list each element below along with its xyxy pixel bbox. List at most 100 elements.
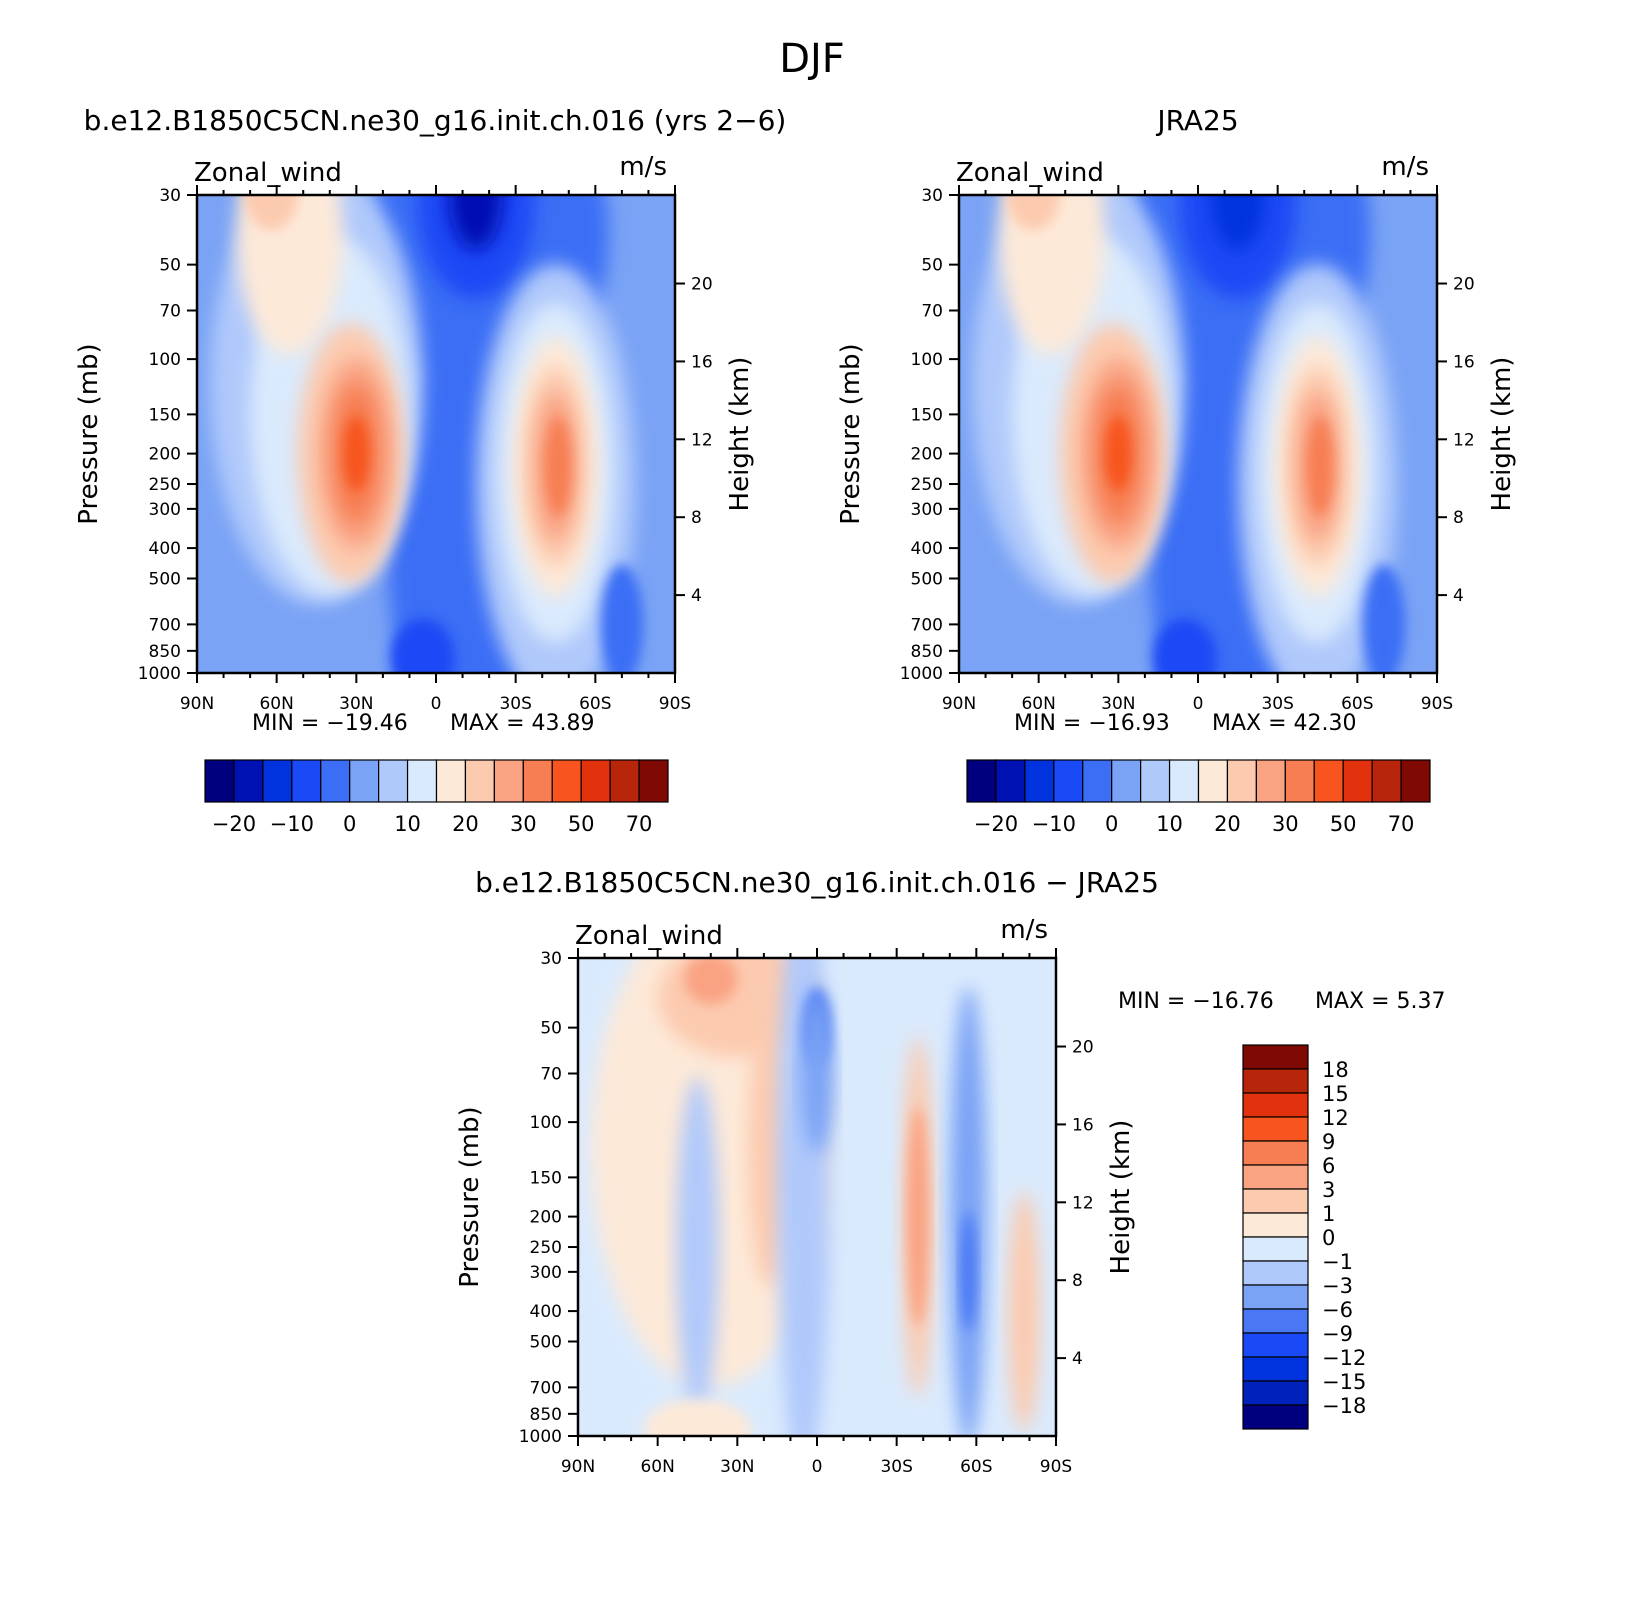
y-tick-label: 150 — [911, 405, 943, 425]
x-tick-label: 30S — [499, 694, 531, 714]
contour-polar-low — [1362, 564, 1406, 673]
colorbar-swatch — [291, 759, 322, 803]
colorbar-label: −9 — [1322, 1322, 1353, 1346]
colorbar-swatch — [1024, 759, 1055, 803]
variable-label: Zonal_wind — [575, 921, 723, 951]
colorbar-swatch — [262, 759, 293, 803]
y-tick-label: 400 — [149, 539, 181, 559]
contour-sh-jet-30 — [544, 416, 572, 517]
y-tick-label: 150 — [530, 1168, 562, 1188]
y-tick-label: 700 — [911, 615, 943, 635]
colorbar-label: 10 — [1156, 812, 1183, 836]
y-tick-label: 1000 — [900, 664, 943, 684]
colorbar-swatch — [1082, 759, 1113, 803]
units-label: m/s — [619, 152, 667, 182]
y-tick-label: 70 — [921, 302, 943, 322]
y-right-tick-label: 20 — [691, 275, 713, 295]
y-tick-label: 500 — [530, 1333, 562, 1353]
colorbar-swatch — [638, 759, 669, 803]
colorbar-swatch — [551, 759, 582, 803]
contour-easterly-core — [449, 195, 503, 250]
colorbar-swatch — [966, 759, 997, 803]
y-tick-label: 850 — [911, 642, 943, 662]
panel-diff: 90N 60N 30N 0 30S 60S 90S305070100150200250300… — [455, 866, 1446, 1477]
y-tick-label: 300 — [911, 500, 943, 520]
colorbar-swatch — [1053, 759, 1084, 803]
contour-nh-jet-core — [1105, 415, 1132, 492]
colorbar-label: 15 — [1322, 1082, 1349, 1106]
colorbar-swatch — [1242, 1284, 1309, 1310]
x-tick-label: 90S — [1040, 1457, 1072, 1477]
y-tick-label: 400 — [911, 539, 943, 559]
colorbar-swatch — [1111, 759, 1142, 803]
y-tick-label: 200 — [149, 445, 181, 465]
x-tick-label: 90S — [1421, 694, 1453, 714]
x-tick-label: 60S — [579, 694, 611, 714]
y-right-tick-label: 12 — [1453, 430, 1475, 450]
y-right-tick-label: 16 — [691, 352, 713, 372]
colorbar-swatch — [1400, 759, 1431, 803]
colorbar-swatch — [349, 759, 380, 803]
y-right-tick-label: 16 — [1072, 1115, 1094, 1135]
max-label: MAX = 43.89 — [450, 711, 595, 736]
colorbar-swatch — [522, 759, 553, 803]
variable-label: Zonal_wind — [956, 158, 1104, 188]
colorbar-swatch — [406, 759, 438, 803]
panel-model: 90N 60N 30N 0 30S 60S 90S305070100150200250300… — [74, 104, 786, 836]
y-right-tick-label: 12 — [691, 430, 713, 450]
colorbar-swatch — [1140, 759, 1171, 803]
units-label: m/s — [1381, 152, 1429, 182]
colorbar-label: 50 — [568, 812, 595, 836]
colorbar-swatch — [464, 759, 495, 803]
y-tick-label: 850 — [149, 642, 181, 662]
contour-nh-strat — [236, 195, 344, 355]
x-tick-label: 0 — [812, 1457, 823, 1477]
y-tick-label: 1000 — [138, 664, 181, 684]
x-tick-label: 60S — [1341, 694, 1373, 714]
colorbar-swatch — [233, 759, 264, 803]
colorbar-swatch — [435, 759, 467, 803]
contour-nh-strat-core — [244, 195, 298, 230]
y-tick-label: 250 — [530, 1238, 562, 1258]
colorbar-label: −20 — [974, 812, 1018, 836]
contour-nh-max — [684, 958, 738, 1005]
y-tick-label: 30 — [921, 186, 943, 206]
y-tick-label: 400 — [530, 1302, 562, 1322]
colorbar-swatch — [580, 759, 611, 803]
colorbar-swatch — [1342, 759, 1373, 803]
y-tick-label: 70 — [159, 302, 181, 322]
y-right-tick-label: 4 — [1072, 1349, 1083, 1369]
contour-field-model — [197, 195, 675, 673]
contour-surface-positive — [644, 1399, 751, 1436]
x-tick-label: 30N — [339, 694, 373, 714]
colorbar-swatch — [1242, 1092, 1309, 1118]
contour-sh-negative — [949, 986, 987, 1436]
x-tick-label: 90N — [942, 694, 976, 714]
x-tick-label: 60N — [1021, 694, 1055, 714]
x-tick-label: 0 — [431, 694, 442, 714]
colorbar-swatch — [493, 759, 524, 803]
colorbar-swatch — [1242, 1260, 1309, 1286]
y-tick-label: 50 — [540, 1019, 562, 1039]
y-tick-label: 100 — [911, 350, 943, 370]
y-axis-label: Pressure (mb) — [836, 343, 866, 524]
colorbar-swatch — [1242, 1356, 1309, 1382]
contour-sh-positive-core — [907, 1106, 929, 1327]
colorbar-label: 10 — [394, 812, 421, 836]
colorbar-label: −12 — [1322, 1346, 1366, 1370]
colorbar-swatch — [1242, 1140, 1309, 1166]
y-tick-label: 1000 — [519, 1427, 562, 1447]
min-label: MIN = −16.93 — [1014, 711, 1170, 736]
colorbar-swatch — [1242, 1188, 1309, 1214]
colorbar-label: −3 — [1322, 1274, 1353, 1298]
contour-easterly-core — [1211, 195, 1265, 250]
colorbar-label: 6 — [1322, 1154, 1335, 1178]
colorbar-swatch — [995, 759, 1026, 803]
colorbar-swatch — [1242, 1308, 1309, 1334]
units-label: m/s — [1000, 915, 1048, 945]
colorbar-swatch — [1371, 759, 1402, 803]
y-right-tick-label: 4 — [1453, 586, 1464, 606]
y-tick-label: 100 — [149, 350, 181, 370]
